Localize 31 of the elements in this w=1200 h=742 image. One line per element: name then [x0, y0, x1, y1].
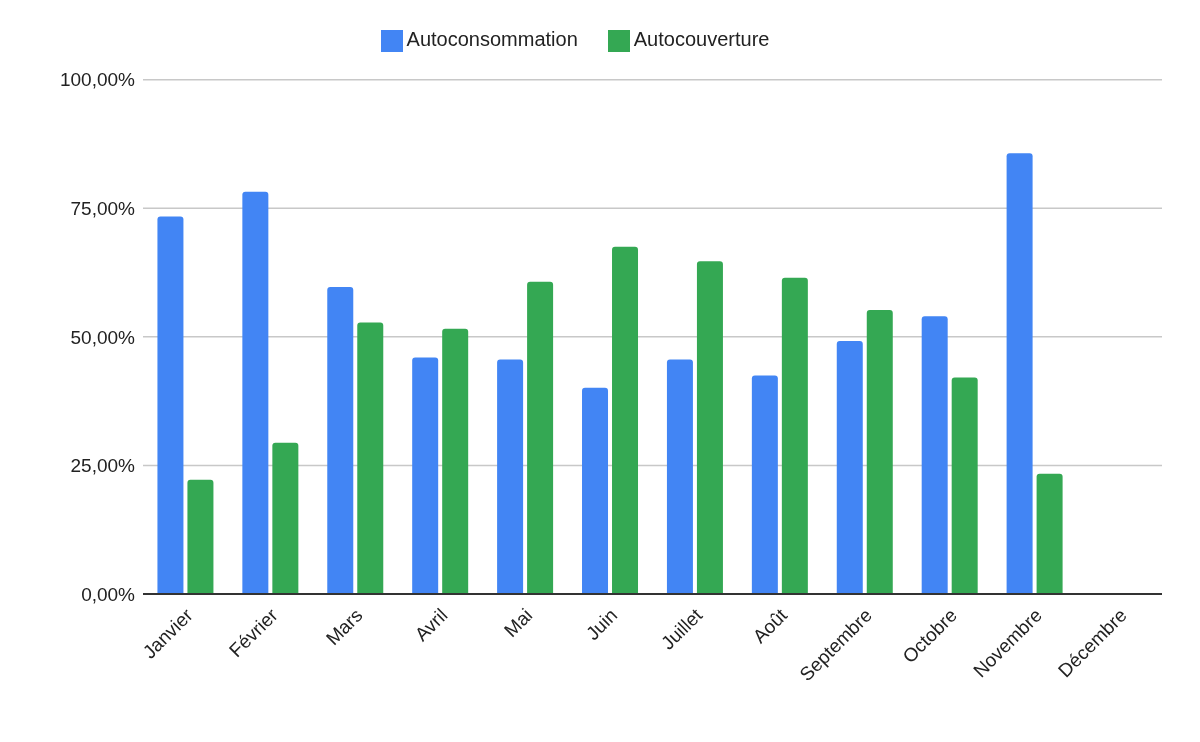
bar — [1006, 153, 1033, 594]
legend-label: Autoconsommation — [406, 28, 578, 50]
bar — [272, 442, 299, 594]
bar — [242, 191, 269, 594]
y-tick-label: 100,00% — [59, 69, 136, 91]
y-tick-label: 75,00% — [70, 198, 136, 220]
y-tick-label: 50,00% — [70, 326, 136, 348]
bar — [666, 359, 693, 594]
bar — [751, 375, 778, 594]
y-tick-label: 0,00% — [81, 583, 136, 605]
bar — [951, 377, 978, 594]
bar — [696, 261, 723, 594]
bar — [836, 340, 863, 594]
legend-label: Autocouverture — [633, 28, 770, 50]
bar — [357, 322, 384, 594]
y-tick-label: 25,00% — [70, 455, 136, 477]
bar — [866, 310, 893, 594]
x-tick-label: Juin — [581, 604, 622, 644]
bar — [442, 328, 469, 594]
bar — [412, 357, 439, 594]
bar — [1036, 473, 1063, 594]
bar — [527, 281, 554, 594]
bar — [327, 286, 354, 594]
bar — [497, 359, 524, 594]
x-tick-label: Mai — [499, 604, 537, 641]
bar — [921, 316, 948, 594]
bar — [157, 216, 184, 594]
bar — [582, 387, 609, 594]
bar — [781, 277, 808, 594]
bar — [187, 479, 214, 594]
bar — [612, 246, 639, 594]
